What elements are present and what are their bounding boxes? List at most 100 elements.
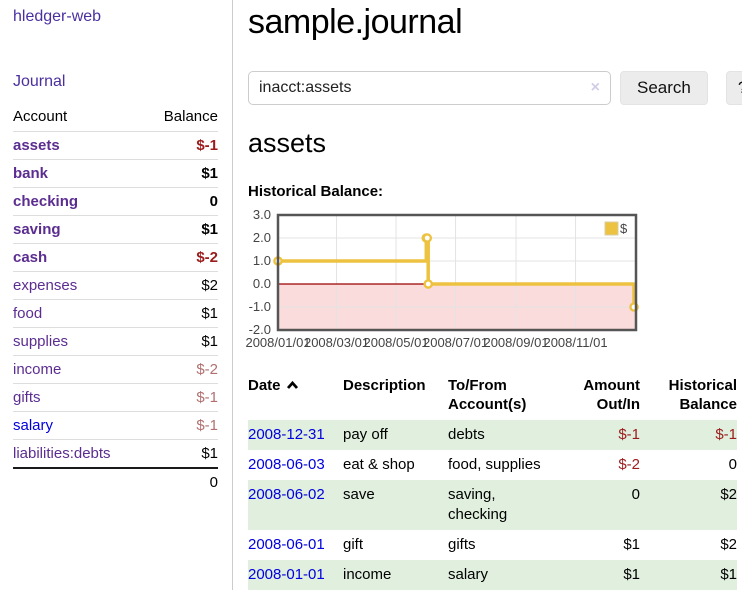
- balance-chart-plot: $: [273, 213, 639, 332]
- transactions-header-row: Date Description To/From Account(s) Amou…: [248, 374, 737, 420]
- column-header-date[interactable]: Date: [248, 374, 343, 420]
- x-tick-label: 2008/05/01: [363, 335, 429, 350]
- account-link-bank[interactable]: bank: [13, 165, 49, 182]
- transaction-row: 2008-06-03 eat & shop food, supplies $-2…: [248, 450, 737, 480]
- transaction-accounts: food, supplies: [448, 456, 541, 473]
- x-tick-label: 2008/01/01: [245, 335, 311, 350]
- sidebar: hledger-web Journal Account Balance asse…: [0, 0, 233, 590]
- account-balance: $1: [144, 299, 218, 328]
- account-row: gifts $-1: [13, 383, 218, 412]
- transaction-row: 2008-06-02 save saving, checking 0 $2: [248, 480, 737, 530]
- account-link-supplies[interactable]: supplies: [13, 333, 69, 350]
- account-balance: $-2: [144, 355, 218, 384]
- transaction-accounts: saving, checking: [448, 486, 508, 523]
- transaction-row: 2008-01-01 income salary $1 $1: [248, 560, 737, 590]
- account-balance: $-2: [144, 243, 218, 272]
- transaction-date-link[interactable]: 2008-06-03: [248, 456, 325, 473]
- transaction-amount: $1: [623, 536, 640, 553]
- transaction-amount: $-2: [618, 456, 640, 473]
- accounts-table: Account Balance assets $-1 bank $1 check…: [13, 105, 218, 496]
- y-tick-label: 3.0: [252, 207, 271, 222]
- data-point-marker: [422, 233, 433, 243]
- account-link-assets[interactable]: assets: [13, 137, 60, 154]
- accounts-header-row: Account Balance: [13, 105, 218, 132]
- transaction-balance: $2: [720, 536, 737, 553]
- transaction-accounts: salary: [448, 566, 489, 583]
- account-link-expenses[interactable]: expenses: [13, 277, 78, 294]
- account-link-income[interactable]: income: [13, 361, 62, 378]
- transaction-amount: $1: [623, 566, 640, 583]
- column-header-amount: Amount Out/In: [583, 377, 640, 413]
- x-tick-label: 2008/07/01: [422, 335, 489, 350]
- search-form: × Search ?: [248, 71, 742, 105]
- transaction-description: pay off: [343, 426, 388, 443]
- transaction-description: save: [343, 486, 375, 503]
- clear-search-icon[interactable]: ×: [590, 79, 600, 96]
- column-header-date-label: Date: [248, 377, 281, 394]
- legend-label: $: [620, 221, 628, 236]
- column-header-balance: Historical Balance: [668, 377, 737, 413]
- help-button[interactable]: ?: [725, 71, 742, 105]
- x-tick-label: 2008/03/01: [303, 335, 370, 350]
- column-header-accounts: To/From Account(s): [448, 377, 527, 413]
- account-row: income $-2: [13, 355, 218, 384]
- transaction-row: 2008-12-31 pay off debts $-1 $-1: [248, 420, 737, 450]
- account-link-gifts[interactable]: gifts: [13, 389, 41, 406]
- account-balance: $1: [144, 159, 218, 188]
- accounts-total-row: 0: [13, 467, 218, 496]
- transaction-description: gift: [343, 536, 364, 553]
- account-row: cash $-2: [13, 243, 218, 272]
- account-row: expenses $2: [13, 271, 218, 300]
- account-row: liabilities:debts $1: [13, 439, 218, 468]
- account-balance: $-1: [144, 131, 218, 160]
- transaction-balance: $-1: [715, 426, 737, 443]
- account-link-salary[interactable]: salary: [13, 417, 54, 434]
- account-link-liabilities-debts[interactable]: liabilities:debts: [13, 445, 111, 462]
- page-title: sample.journal: [248, 3, 463, 41]
- transaction-description: eat & shop: [343, 456, 415, 473]
- search-input[interactable]: [248, 71, 611, 105]
- y-tick-label: 2.0: [252, 230, 271, 245]
- sidebar-item-journal[interactable]: Journal: [13, 73, 66, 90]
- account-link-food[interactable]: food: [13, 305, 43, 322]
- x-tick-label: 2008/09/01: [483, 335, 549, 350]
- account-link-checking[interactable]: checking: [13, 193, 79, 210]
- app-title-link[interactable]: hledger-web: [13, 8, 102, 25]
- account-link-saving[interactable]: saving: [13, 221, 61, 238]
- account-balance: $2: [144, 271, 218, 300]
- account-row: bank $1: [13, 159, 218, 188]
- account-row: checking 0: [13, 187, 218, 216]
- transaction-date-link[interactable]: 2008-06-01: [248, 536, 325, 553]
- account-link-cash[interactable]: cash: [13, 249, 48, 266]
- data-point-marker: [423, 279, 434, 289]
- y-tick-label: 0.0: [252, 276, 271, 291]
- account-row: saving $1: [13, 215, 218, 244]
- accounts-header-account: Account: [13, 108, 68, 125]
- column-header-description: Description: [343, 377, 426, 394]
- transaction-description: income: [343, 566, 392, 583]
- x-tick-label: 2008/11/01: [543, 335, 608, 350]
- transactions-table: Date Description To/From Account(s) Amou…: [248, 374, 737, 590]
- transaction-date-link[interactable]: 2008-01-01: [248, 566, 325, 583]
- sort-asc-icon: [286, 380, 298, 389]
- account-balance: $-1: [144, 411, 218, 440]
- main-content: sample.journal × Search ? assets Histori…: [233, 0, 742, 590]
- y-tick-label: 1.0: [252, 253, 271, 268]
- transaction-date-link[interactable]: 2008-12-31: [248, 426, 325, 443]
- accounts-header-balance: Balance: [163, 108, 218, 125]
- transaction-balance: 0: [728, 456, 737, 473]
- account-balance: $1: [144, 439, 218, 468]
- transaction-date-link[interactable]: 2008-06-02: [248, 486, 325, 503]
- account-row: salary $-1: [13, 411, 218, 440]
- account-balance: $1: [144, 327, 218, 356]
- search-button[interactable]: Search: [620, 71, 708, 105]
- legend-swatch: [604, 221, 619, 236]
- transaction-balance: $1: [720, 566, 737, 583]
- y-tick-label: -2.0: [248, 322, 271, 337]
- account-balance: $1: [144, 215, 218, 244]
- chart-label: Historical Balance:: [248, 183, 384, 200]
- transaction-amount: $-1: [618, 426, 640, 443]
- account-heading: assets: [248, 128, 327, 158]
- account-balance: 0: [144, 187, 218, 216]
